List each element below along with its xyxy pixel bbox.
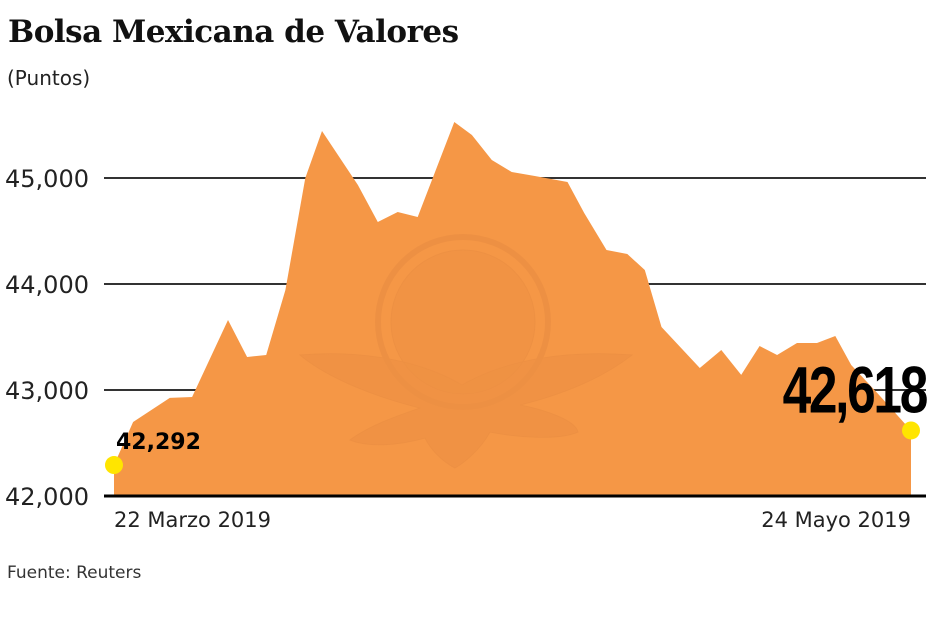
y-tick-label: 45,000 — [5, 165, 89, 193]
watermark-shape — [375, 234, 551, 410]
y-tick-label: 44,000 — [5, 271, 89, 299]
eagle-globe-watermark-icon — [298, 234, 634, 469]
end-value-label: 42,618 — [783, 352, 928, 427]
x-end-date-label: 24 Mayo 2019 — [761, 508, 911, 532]
end-point-marker — [902, 421, 920, 440]
y-tick-label: 42,000 — [5, 483, 89, 511]
chart-subtitle: (Puntos) — [7, 66, 91, 90]
y-tick-label: 43,000 — [5, 377, 89, 405]
area-series-ipc — [114, 122, 911, 496]
chart-title: Bolsa Mexicana de Valores — [8, 14, 459, 50]
y-axis-ticks: 42,000 43,000 44,000 45,000 — [5, 165, 89, 511]
source-note: Fuente: Reuters — [7, 563, 142, 583]
watermark-shape — [298, 353, 634, 469]
x-start-date-label: 22 Marzo 2019 — [114, 508, 271, 532]
start-point-marker — [105, 456, 123, 475]
start-value-label: 42,292 — [116, 430, 201, 455]
watermark-shape — [390, 249, 536, 395]
